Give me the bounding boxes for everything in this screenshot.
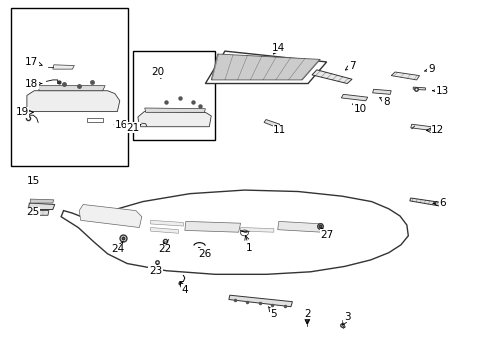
Polygon shape [53,65,74,69]
Text: 8: 8 [379,96,389,107]
Text: 19: 19 [15,107,33,117]
Text: 14: 14 [271,42,285,54]
Polygon shape [61,190,407,274]
Polygon shape [205,51,326,84]
Polygon shape [372,89,390,94]
Text: 10: 10 [352,104,366,114]
Polygon shape [410,124,430,130]
Polygon shape [341,94,367,101]
Text: 26: 26 [197,247,211,259]
Polygon shape [390,72,419,80]
Text: 25: 25 [26,207,40,217]
Polygon shape [150,228,178,233]
Text: 4: 4 [180,282,188,295]
Text: 17: 17 [25,57,42,67]
Text: 1: 1 [244,236,252,253]
Text: 22: 22 [158,243,172,254]
Polygon shape [138,112,211,127]
Polygon shape [211,54,320,80]
Polygon shape [79,204,142,228]
Polygon shape [38,86,105,91]
Text: 5: 5 [268,307,277,319]
Text: 16: 16 [114,120,128,130]
Bar [133,51,215,140]
Polygon shape [228,295,292,307]
Polygon shape [144,108,205,112]
Text: 27: 27 [319,228,333,240]
Polygon shape [87,118,102,122]
Polygon shape [409,198,439,206]
Polygon shape [30,199,54,203]
Text: 9: 9 [424,64,434,74]
Polygon shape [184,221,240,232]
Text: 23: 23 [148,264,162,276]
Text: 11: 11 [272,125,286,135]
Text: 2: 2 [303,309,310,324]
Polygon shape [240,228,273,232]
Text: 15: 15 [26,176,40,186]
Text: 7: 7 [345,60,355,71]
Polygon shape [277,221,322,232]
Polygon shape [412,87,425,90]
Text: 12: 12 [426,125,444,135]
Polygon shape [28,203,55,210]
Text: 18: 18 [25,78,41,89]
Polygon shape [264,120,279,128]
Polygon shape [27,91,120,112]
Polygon shape [311,70,351,84]
Text: 21: 21 [126,123,141,133]
Polygon shape [28,210,49,215]
Text: 20: 20 [151,67,163,78]
Text: 6: 6 [432,198,445,208]
Bar [11,8,128,166]
Text: 13: 13 [432,86,448,96]
Polygon shape [150,220,183,226]
Text: 3: 3 [342,312,350,325]
Text: 24: 24 [111,241,125,254]
